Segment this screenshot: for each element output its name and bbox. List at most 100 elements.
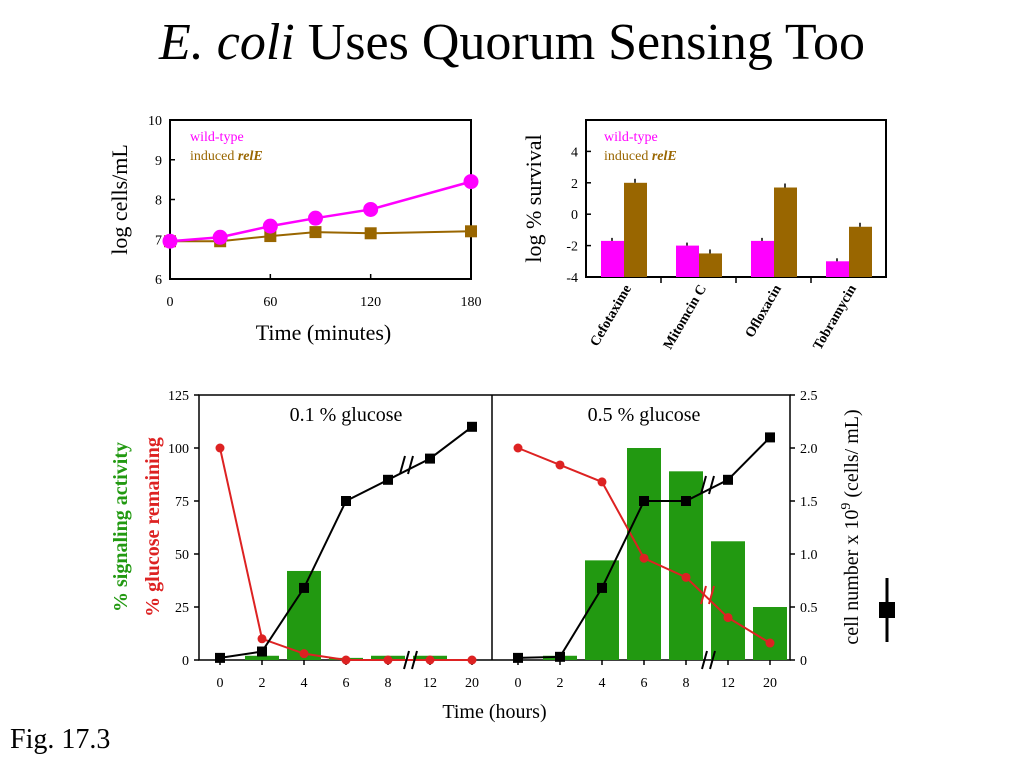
wild-type-point [307, 210, 323, 226]
panel-c-panel-title: 0.1 % glucose [290, 404, 403, 426]
cell-number-axis-label: cell number x 109 (cells/ mL) [839, 409, 863, 644]
induced-bar [774, 187, 797, 277]
panel-d-cell-number-point [723, 474, 733, 485]
left-ytick-label: 75 [175, 495, 189, 510]
panel-d-cell-number-point [681, 496, 691, 506]
wild-type-bar [601, 240, 624, 277]
panel-cd-frame [198, 394, 791, 661]
panel-a-xtick-label: 120 [360, 295, 381, 310]
cell-number-legend-marker [879, 602, 895, 618]
panel-c-xtick-label: 6 [343, 676, 350, 691]
axis-break-mark [403, 650, 418, 670]
panel-d-cell-number-point [555, 651, 565, 662]
panel-a-ytick-label: 7 [155, 233, 162, 248]
panel-b-ytick-label: 2 [571, 177, 578, 192]
panel-c-glucose-point [257, 634, 267, 644]
right-ytick-label: 1.0 [800, 548, 818, 563]
panel-d-xtick-label: 4 [599, 676, 606, 691]
panel-d-glucose-point [597, 477, 607, 487]
panel-c-xtick-label: 8 [385, 676, 392, 691]
panel-b-ylabel: log % survival [521, 134, 546, 262]
legend-wild-type: wild-type [190, 130, 244, 145]
right-ytick-label: 0 [800, 654, 807, 669]
panel-c-glucose-point [341, 655, 351, 665]
panel-c-signaling-bar [245, 655, 279, 660]
wild-type-point [212, 229, 228, 245]
legend-wild-type: wild-type [604, 130, 658, 145]
panel-d-cell-number-point [639, 496, 649, 506]
left-ytick-label: 25 [175, 601, 189, 616]
wild-type-series-line [169, 180, 472, 243]
panel-a-ytick-label: 6 [155, 273, 162, 288]
axis-break-mark [701, 650, 716, 670]
panel-d-cell-number-point [765, 432, 775, 443]
panel-b-ytick-label: 0 [571, 208, 578, 223]
panel-d-xtick-label: 8 [683, 676, 690, 691]
panel-b-ytick-label: -2 [566, 240, 578, 255]
right-ytick-label: 2.5 [800, 389, 818, 404]
panel-d-glucose-point [513, 443, 523, 453]
panel-d-xtick-label: 12 [721, 676, 735, 691]
panel-c-cell-number-point [425, 453, 435, 464]
figure-caption: Fig. 17.3 [10, 724, 111, 755]
signaling-axis-label: % signaling activity [110, 442, 132, 612]
panel-d-glucose-point [723, 613, 733, 623]
induced-point [309, 226, 322, 239]
panel-c-xtick-label: 4 [301, 676, 308, 691]
induced-bar [699, 253, 722, 277]
panel-c-cell-number-point [341, 496, 351, 506]
panel-c-glucose-line [219, 447, 472, 661]
wild-type-point [262, 218, 278, 234]
title-rest: Uses Quorum Sensing Too [294, 14, 866, 71]
category-label: Tobramycin [811, 282, 860, 353]
wild-type-bar [751, 240, 774, 277]
panel-a-xtick-label: 60 [263, 295, 277, 310]
panel-c-cell-number-point [299, 582, 309, 593]
panel-a-xtick-label: 180 [461, 295, 482, 310]
left-ytick-label: 0 [182, 654, 189, 669]
line-break-mark [399, 455, 414, 475]
induced-series-line [170, 230, 472, 243]
left-ytick-label: 100 [168, 442, 189, 457]
panel-c-xtick-label: 20 [465, 676, 479, 691]
panel-b-ytick-label: -4 [566, 271, 578, 286]
wild-type-bar [676, 245, 699, 277]
panel-c-cell-number-point [257, 646, 267, 657]
panel-c-xtick-label: 0 [217, 676, 224, 691]
left-ytick-label: 50 [175, 548, 189, 563]
panel-d-glucose-point [639, 553, 649, 563]
category-label: Mitomcin C [661, 283, 710, 353]
panel-d-xtick-label: 0 [515, 676, 522, 691]
right-ytick-label: 2.0 [800, 442, 818, 457]
line-break-mark [700, 585, 715, 605]
panel-a-ytick-label: 10 [148, 114, 162, 129]
panel-c-glucose-point [215, 443, 225, 453]
wild-type-point [162, 233, 178, 249]
panel-d-cell-number-point [513, 652, 523, 663]
glucose-axis-label: % glucose remaining [142, 437, 164, 617]
panel-d-xtick-label: 20 [763, 676, 777, 691]
panel-c-xtick-label: 2 [259, 676, 266, 691]
panel-d-panel-title: 0.5 % glucose [588, 404, 701, 426]
line-break-mark [700, 475, 715, 495]
induced-bar [849, 226, 872, 277]
panel-d-signaling-bar [711, 541, 745, 660]
induced-point [264, 230, 277, 243]
panel-a-ylabel: log cells/mL [107, 144, 132, 255]
panel-d-xtick-label: 2 [557, 676, 564, 691]
wild-type-point [363, 201, 379, 217]
panel-c-glucose-point [299, 649, 309, 659]
title-italic: E. coli [158, 14, 295, 71]
panel-c-glucose-point [425, 655, 435, 665]
panel-c-xtick-label: 12 [423, 676, 437, 691]
slide-title: E. coli Uses Quorum Sensing Too [0, 8, 1024, 78]
panel-d-cell-number-point [597, 582, 607, 593]
panel-d-xtick-label: 6 [641, 676, 648, 691]
category-label: Ofloxacin [743, 282, 785, 340]
panel-a-xlabel: Time (minutes) [256, 320, 391, 345]
panel-a-ytick-label: 8 [155, 194, 162, 209]
panel-a-xtick-label: 0 [167, 295, 174, 310]
panel-d-glucose-point [681, 572, 691, 582]
wild-type-point [463, 174, 479, 190]
